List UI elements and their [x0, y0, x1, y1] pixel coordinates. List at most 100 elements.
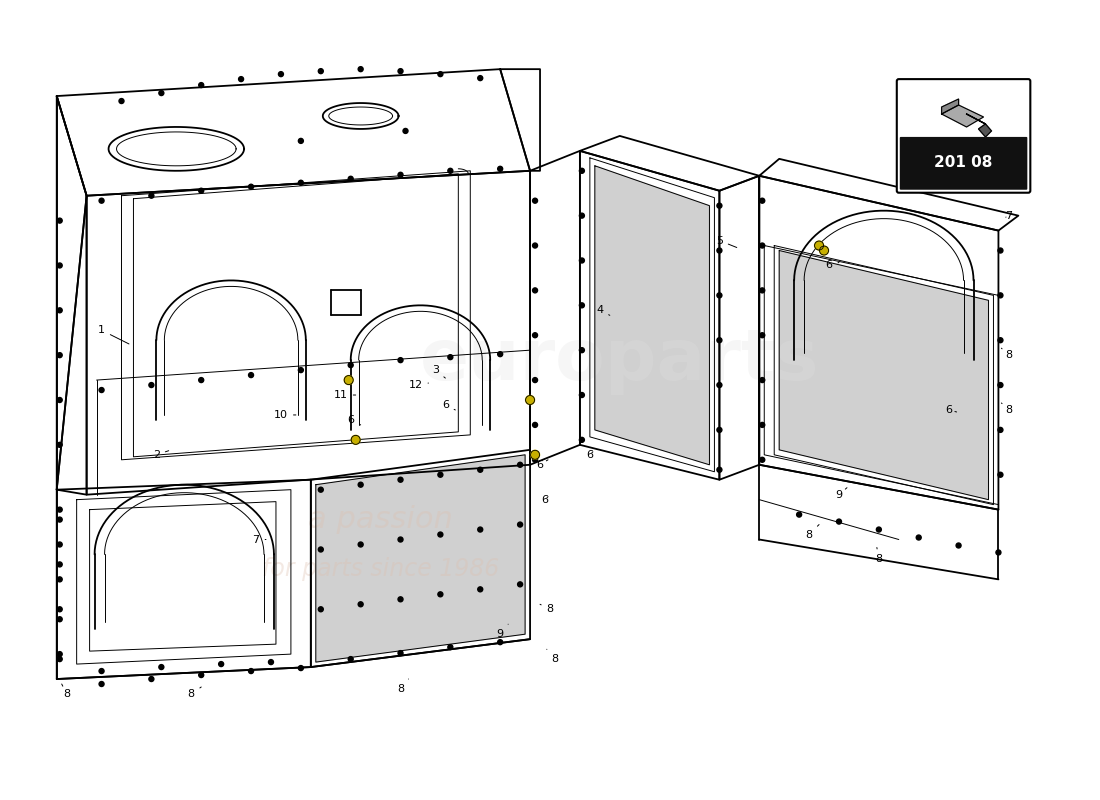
Circle shape — [580, 438, 584, 442]
Circle shape — [530, 450, 539, 459]
Circle shape — [998, 248, 1003, 253]
Circle shape — [349, 657, 353, 662]
Circle shape — [760, 288, 764, 293]
Circle shape — [717, 338, 722, 342]
Circle shape — [359, 66, 363, 72]
Text: 201 08: 201 08 — [934, 155, 992, 170]
Circle shape — [448, 645, 453, 650]
Circle shape — [57, 218, 63, 223]
Circle shape — [532, 288, 538, 293]
Circle shape — [99, 198, 104, 203]
Circle shape — [119, 98, 124, 103]
Circle shape — [497, 166, 503, 171]
Polygon shape — [942, 99, 958, 114]
Circle shape — [477, 587, 483, 592]
Circle shape — [760, 333, 764, 338]
Text: 4: 4 — [596, 306, 609, 315]
Circle shape — [398, 478, 403, 482]
Circle shape — [403, 129, 408, 134]
Circle shape — [836, 519, 842, 524]
Circle shape — [580, 258, 584, 263]
Circle shape — [57, 507, 63, 512]
Circle shape — [298, 138, 304, 143]
Circle shape — [318, 606, 323, 612]
Circle shape — [349, 362, 353, 368]
Circle shape — [532, 333, 538, 338]
Circle shape — [57, 652, 63, 657]
Text: 6: 6 — [586, 450, 593, 460]
Text: 2: 2 — [153, 450, 168, 460]
Circle shape — [398, 69, 403, 74]
Text: 8: 8 — [547, 650, 559, 664]
Circle shape — [249, 669, 253, 674]
Circle shape — [580, 303, 584, 308]
Circle shape — [148, 382, 154, 387]
Circle shape — [57, 617, 63, 622]
Polygon shape — [779, 250, 989, 500]
Text: 5: 5 — [716, 235, 737, 247]
Circle shape — [351, 435, 360, 444]
Circle shape — [57, 542, 63, 547]
Circle shape — [477, 76, 483, 81]
Circle shape — [398, 358, 403, 362]
Circle shape — [717, 427, 722, 432]
Circle shape — [760, 378, 764, 382]
Circle shape — [249, 373, 253, 378]
Circle shape — [998, 338, 1003, 342]
Circle shape — [158, 90, 164, 95]
Circle shape — [717, 467, 722, 472]
FancyBboxPatch shape — [900, 137, 1027, 190]
Text: 6: 6 — [537, 460, 548, 470]
Circle shape — [99, 669, 104, 674]
Circle shape — [57, 442, 63, 447]
Circle shape — [298, 666, 304, 670]
Circle shape — [532, 243, 538, 248]
Text: 6: 6 — [348, 415, 361, 425]
FancyBboxPatch shape — [896, 79, 1031, 193]
Circle shape — [448, 354, 453, 360]
Circle shape — [359, 602, 363, 606]
Circle shape — [99, 682, 104, 686]
Circle shape — [199, 673, 204, 678]
Circle shape — [298, 368, 304, 373]
Circle shape — [158, 665, 164, 670]
Text: 7: 7 — [253, 534, 266, 545]
Circle shape — [996, 550, 1001, 555]
Circle shape — [717, 382, 722, 387]
Circle shape — [998, 382, 1003, 387]
Circle shape — [318, 487, 323, 492]
Text: for parts since 1986: for parts since 1986 — [262, 558, 499, 582]
Text: 8: 8 — [805, 525, 820, 539]
Text: a passion: a passion — [308, 505, 453, 534]
Circle shape — [318, 69, 323, 74]
Circle shape — [580, 348, 584, 353]
Circle shape — [438, 532, 443, 537]
Text: 8: 8 — [1001, 403, 1012, 415]
Circle shape — [796, 512, 802, 517]
Circle shape — [199, 378, 204, 382]
Circle shape — [359, 482, 363, 487]
Circle shape — [820, 246, 828, 255]
Circle shape — [438, 592, 443, 597]
Text: europarts: europarts — [420, 326, 820, 394]
Circle shape — [148, 194, 154, 198]
Circle shape — [532, 422, 538, 427]
Polygon shape — [942, 105, 983, 127]
Circle shape — [438, 72, 443, 77]
Text: 8: 8 — [397, 679, 408, 694]
Text: 9: 9 — [496, 624, 508, 639]
Circle shape — [580, 168, 584, 174]
Text: 6: 6 — [442, 400, 455, 410]
Circle shape — [349, 176, 353, 182]
Text: 8: 8 — [540, 604, 553, 614]
Circle shape — [497, 640, 503, 645]
Text: 8: 8 — [62, 684, 70, 699]
Circle shape — [57, 263, 63, 268]
Circle shape — [532, 458, 538, 462]
Circle shape — [219, 662, 223, 666]
Circle shape — [448, 168, 453, 174]
Circle shape — [717, 293, 722, 298]
Circle shape — [877, 527, 881, 532]
Circle shape — [249, 184, 253, 190]
Circle shape — [298, 180, 304, 186]
